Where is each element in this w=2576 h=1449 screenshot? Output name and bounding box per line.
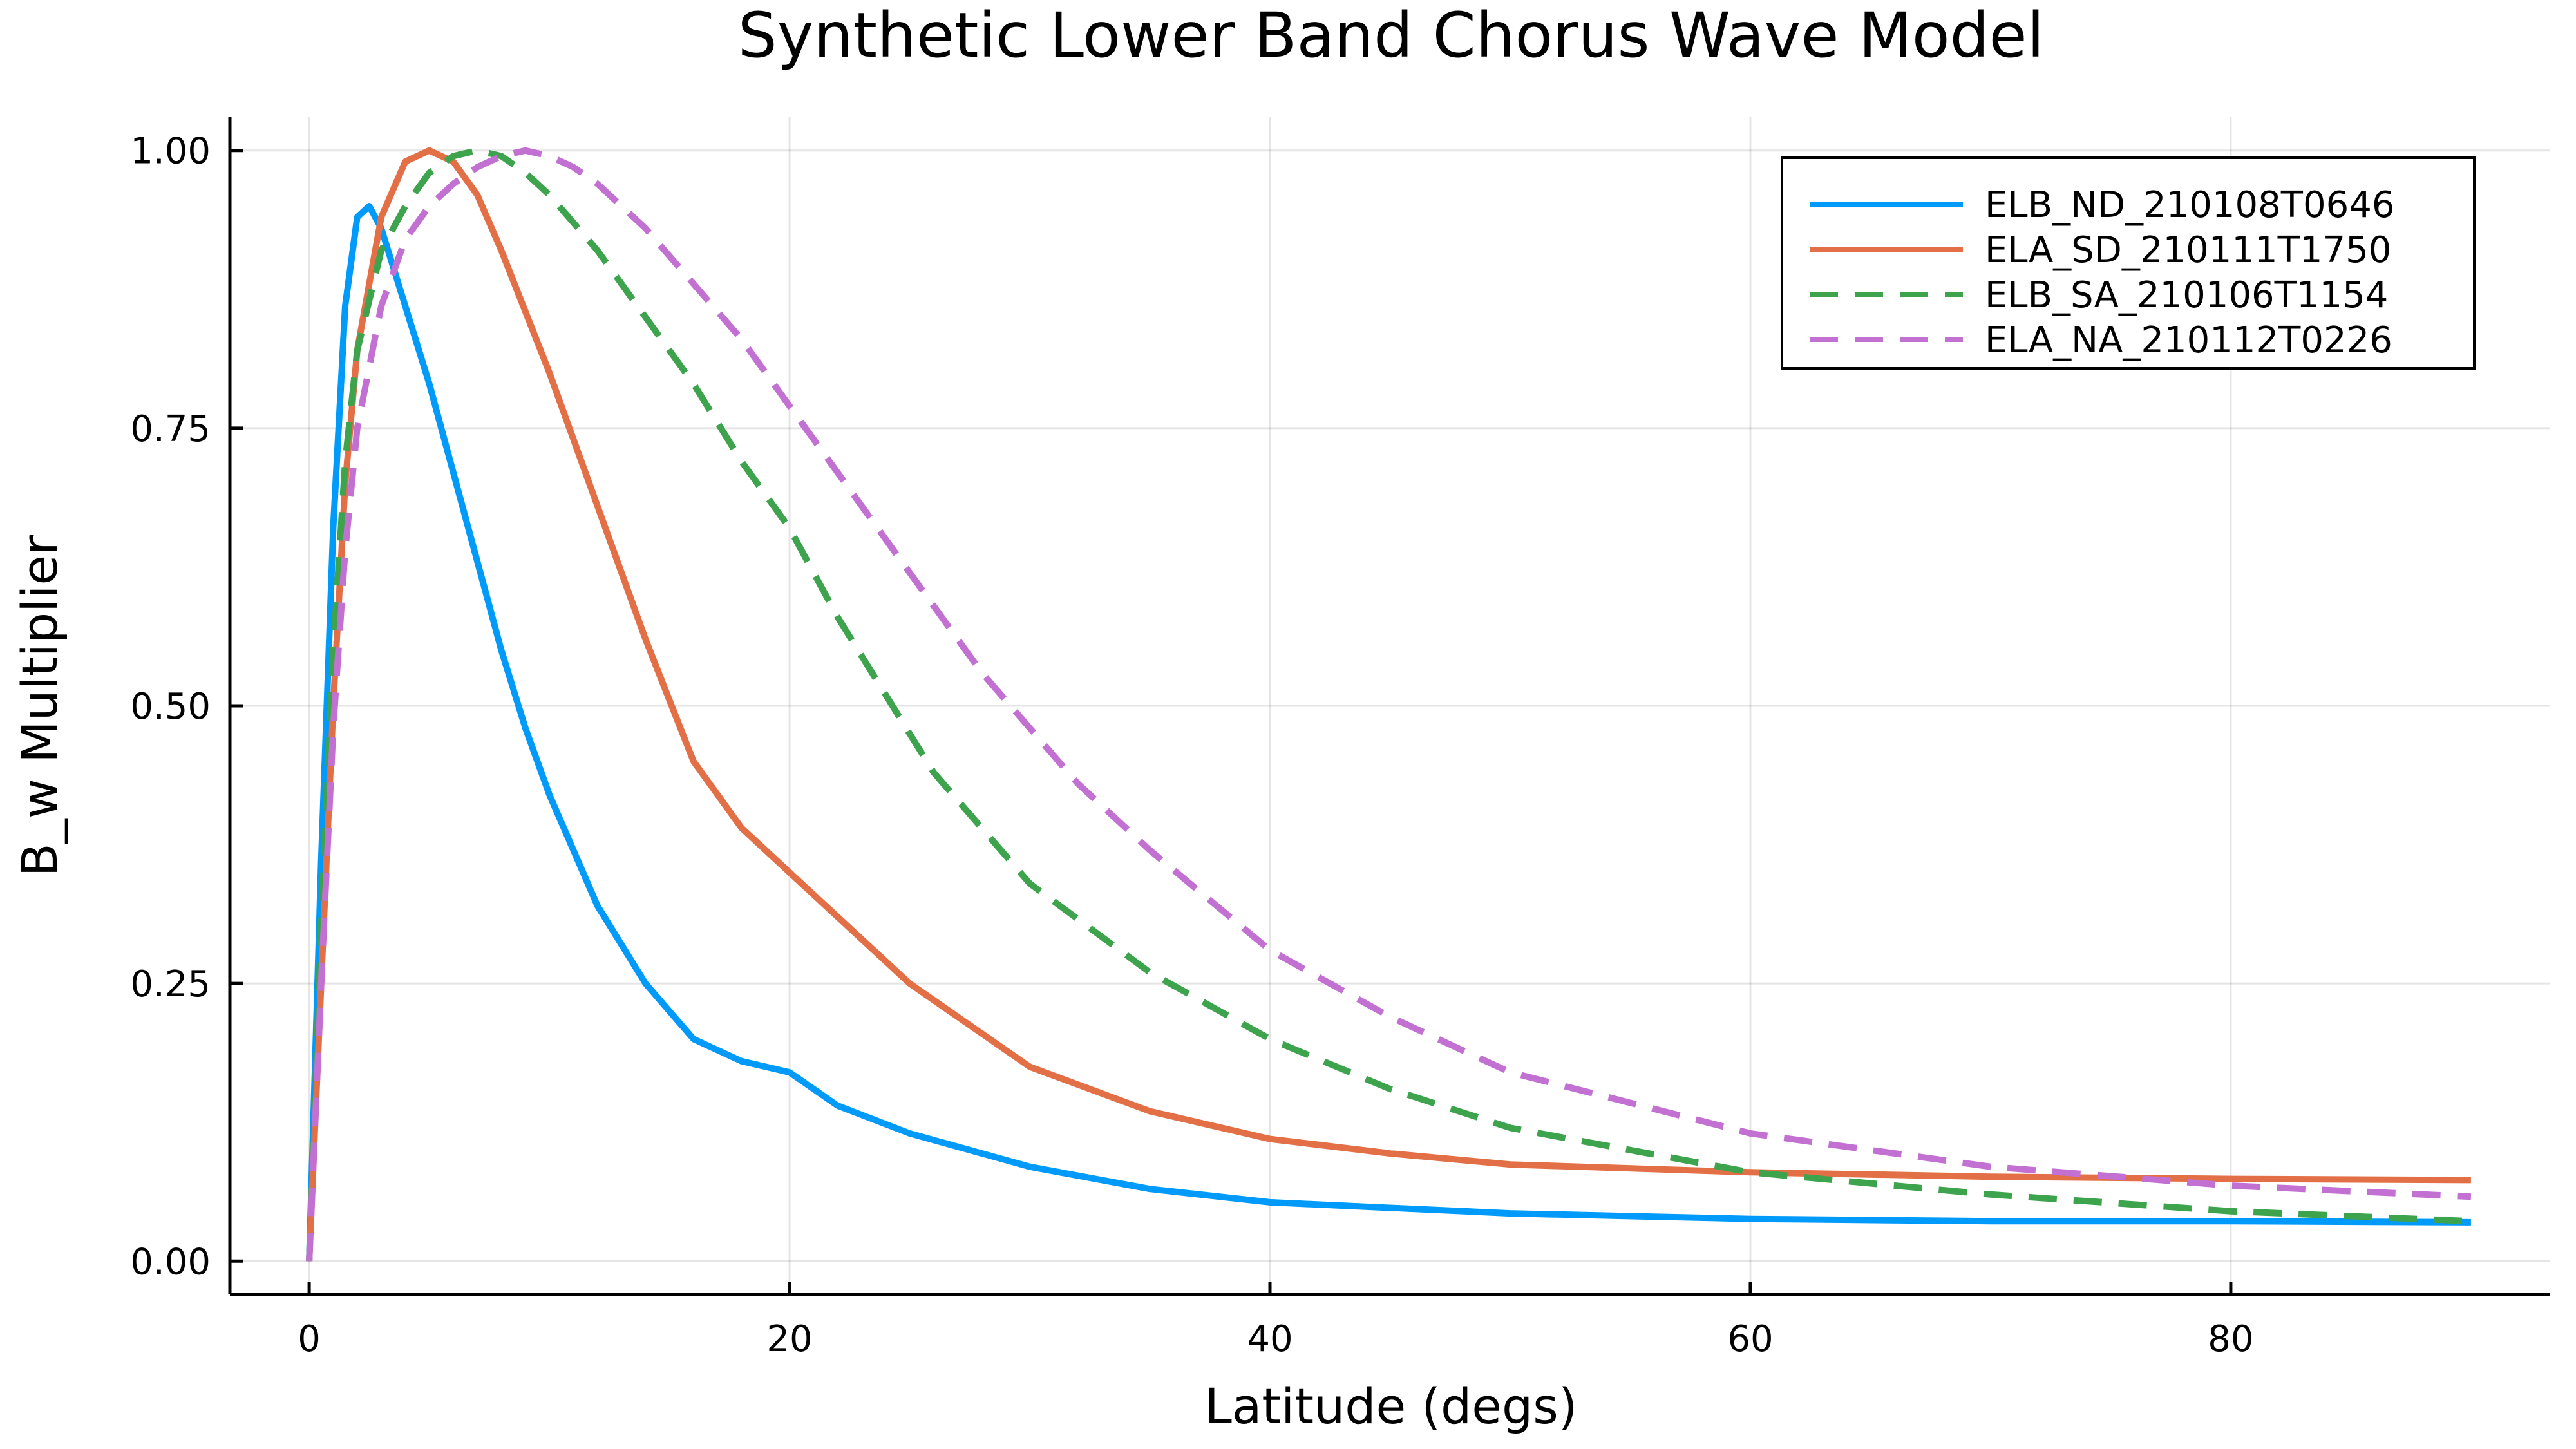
series-line-2 [306, 147, 2471, 1262]
chart-title: Synthetic Lower Band Chorus Wave Model [738, 0, 2045, 71]
x-axis-label: Latitude (degs) [1204, 1378, 1577, 1435]
legend-box [1781, 156, 2476, 370]
legend: ELB_ND_210108T0646ELA_SD_210111T1750ELB_… [1781, 156, 2476, 370]
y-tick-label: 0.75 [130, 408, 211, 450]
series-line-3 [306, 147, 2472, 1262]
y-axis-label: B_w Multiplier [11, 535, 68, 876]
y-tick-label: 1.00 [130, 131, 211, 173]
legend-label: ELB_SA_210106T1154 [1985, 274, 2388, 316]
legend-label: ELA_SD_210111T1750 [1985, 229, 2391, 271]
legend-label: ELB_ND_210108T0646 [1985, 184, 2395, 226]
series-layer [306, 147, 2472, 1262]
y-tick-label: 0.00 [130, 1241, 211, 1283]
x-tick-label: 60 [1727, 1318, 1773, 1360]
y-ticks: 0.00 0.25 0.50 0.75 1.00 [130, 131, 243, 1283]
x-tick-label: 40 [1247, 1318, 1293, 1360]
legend-label: ELA_NA_210112T0226 [1985, 319, 2392, 361]
series-line-1 [306, 203, 2471, 1262]
y-tick-label: 0.25 [130, 963, 211, 1005]
grid-lines [230, 117, 2550, 1294]
x-tick-label: 20 [766, 1318, 812, 1360]
y-tick-label: 0.50 [130, 686, 211, 728]
series-line-4 [306, 147, 2472, 1262]
x-ticks: 0 20 40 60 80 [298, 1282, 2254, 1360]
x-tick-label: 0 [298, 1318, 321, 1360]
x-tick-label: 80 [2208, 1318, 2253, 1360]
